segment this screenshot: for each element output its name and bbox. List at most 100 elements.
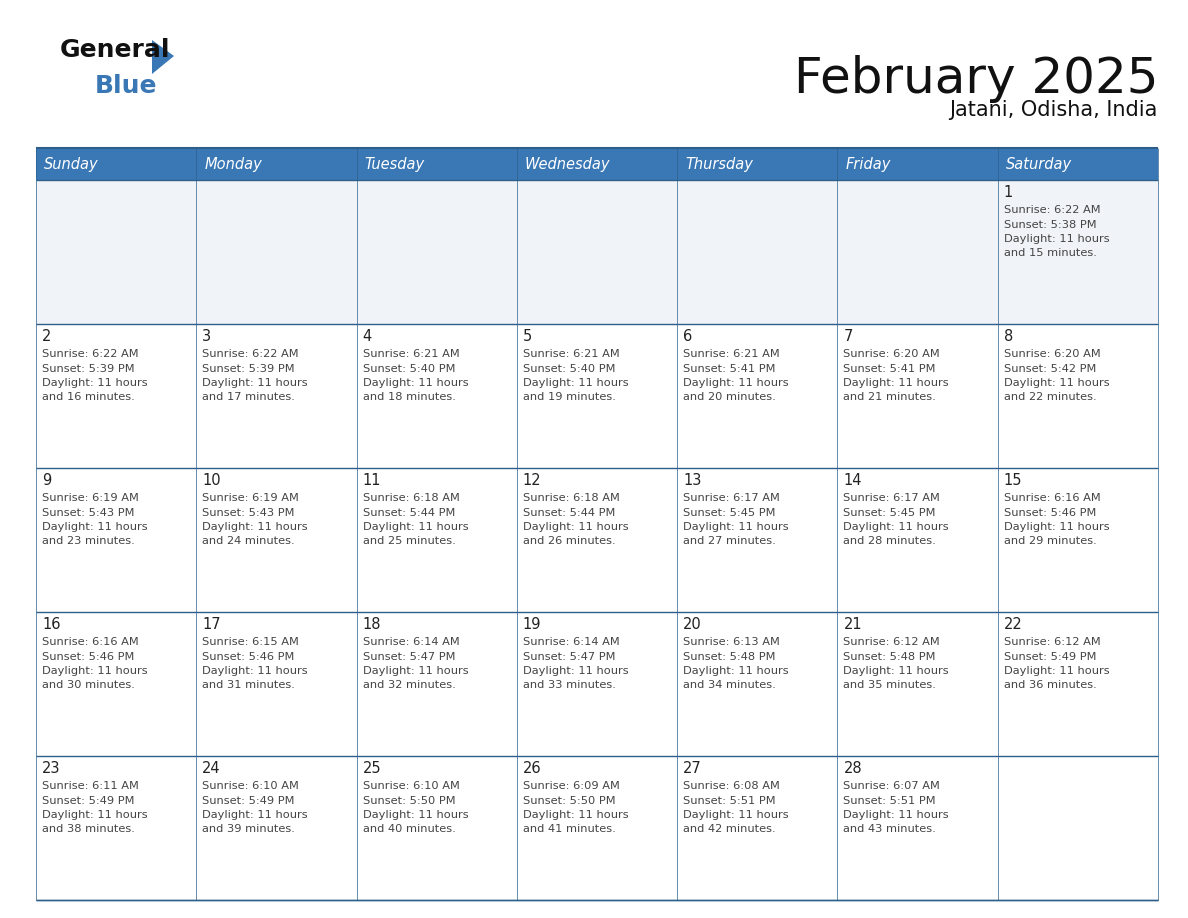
Text: Daylight: 11 hours: Daylight: 11 hours: [843, 522, 949, 532]
Text: 6: 6: [683, 329, 693, 344]
Bar: [196, 612, 356, 756]
Text: 2: 2: [42, 329, 51, 344]
Text: 28: 28: [843, 761, 862, 776]
Text: Sunrise: 6:15 AM: Sunrise: 6:15 AM: [202, 637, 299, 647]
Text: Monday: Monday: [204, 156, 263, 172]
Text: Sunset: 5:47 PM: Sunset: 5:47 PM: [362, 652, 455, 662]
Text: Jatani, Odisha, India: Jatani, Odisha, India: [949, 100, 1158, 120]
Text: 13: 13: [683, 473, 702, 488]
Text: 19: 19: [523, 617, 542, 632]
Polygon shape: [152, 40, 173, 74]
Text: Sunset: 5:46 PM: Sunset: 5:46 PM: [202, 652, 295, 662]
Text: and 43 minutes.: and 43 minutes.: [843, 824, 936, 834]
Text: Sunset: 5:46 PM: Sunset: 5:46 PM: [42, 652, 134, 662]
Text: and 35 minutes.: and 35 minutes.: [843, 680, 936, 690]
Text: and 27 minutes.: and 27 minutes.: [683, 536, 776, 546]
Text: Wednesday: Wednesday: [525, 156, 611, 172]
Text: Sunrise: 6:14 AM: Sunrise: 6:14 AM: [523, 637, 620, 647]
Text: Sunset: 5:49 PM: Sunset: 5:49 PM: [42, 796, 134, 805]
Bar: [517, 324, 677, 468]
Text: Sunset: 5:48 PM: Sunset: 5:48 PM: [683, 652, 776, 662]
Text: Sunrise: 6:21 AM: Sunrise: 6:21 AM: [362, 349, 460, 359]
Text: and 40 minutes.: and 40 minutes.: [362, 824, 455, 834]
Text: Daylight: 11 hours: Daylight: 11 hours: [362, 522, 468, 532]
Text: Sunrise: 6:19 AM: Sunrise: 6:19 AM: [42, 493, 139, 503]
Text: Daylight: 11 hours: Daylight: 11 hours: [523, 522, 628, 532]
Text: and 41 minutes.: and 41 minutes.: [523, 824, 615, 834]
Text: 1: 1: [1004, 185, 1013, 200]
Text: and 28 minutes.: and 28 minutes.: [843, 536, 936, 546]
Text: and 18 minutes.: and 18 minutes.: [362, 393, 455, 402]
Bar: [196, 180, 356, 324]
Text: February 2025: February 2025: [794, 55, 1158, 103]
Text: and 26 minutes.: and 26 minutes.: [523, 536, 615, 546]
Text: Daylight: 11 hours: Daylight: 11 hours: [1004, 522, 1110, 532]
Text: Sunset: 5:38 PM: Sunset: 5:38 PM: [1004, 219, 1097, 230]
Text: Sunset: 5:45 PM: Sunset: 5:45 PM: [683, 508, 776, 518]
Text: 21: 21: [843, 617, 862, 632]
Text: Sunset: 5:42 PM: Sunset: 5:42 PM: [1004, 364, 1097, 374]
Text: 18: 18: [362, 617, 381, 632]
Text: 22: 22: [1004, 617, 1023, 632]
Text: and 15 minutes.: and 15 minutes.: [1004, 249, 1097, 259]
Text: Daylight: 11 hours: Daylight: 11 hours: [843, 378, 949, 388]
Bar: [356, 756, 517, 900]
Text: Daylight: 11 hours: Daylight: 11 hours: [843, 810, 949, 820]
Text: Sunset: 5:43 PM: Sunset: 5:43 PM: [42, 508, 134, 518]
Text: Daylight: 11 hours: Daylight: 11 hours: [42, 810, 147, 820]
Text: 17: 17: [202, 617, 221, 632]
Text: 15: 15: [1004, 473, 1022, 488]
Bar: [356, 468, 517, 612]
Text: Sunset: 5:44 PM: Sunset: 5:44 PM: [362, 508, 455, 518]
Text: 8: 8: [1004, 329, 1013, 344]
Text: 9: 9: [42, 473, 51, 488]
Text: Sunset: 5:40 PM: Sunset: 5:40 PM: [362, 364, 455, 374]
Text: and 33 minutes.: and 33 minutes.: [523, 680, 615, 690]
Text: Daylight: 11 hours: Daylight: 11 hours: [202, 378, 308, 388]
Text: Daylight: 11 hours: Daylight: 11 hours: [683, 522, 789, 532]
Text: Sunrise: 6:18 AM: Sunrise: 6:18 AM: [523, 493, 620, 503]
Text: General: General: [61, 38, 171, 62]
Text: Daylight: 11 hours: Daylight: 11 hours: [683, 378, 789, 388]
Text: and 34 minutes.: and 34 minutes.: [683, 680, 776, 690]
Text: and 23 minutes.: and 23 minutes.: [42, 536, 134, 546]
Text: Friday: Friday: [846, 156, 891, 172]
Bar: [36, 612, 196, 756]
Text: and 19 minutes.: and 19 minutes.: [523, 393, 615, 402]
Bar: [356, 180, 517, 324]
Text: Sunrise: 6:16 AM: Sunrise: 6:16 AM: [42, 637, 139, 647]
Text: Blue: Blue: [95, 74, 158, 98]
Text: and 16 minutes.: and 16 minutes.: [42, 393, 134, 402]
Text: Sunrise: 6:10 AM: Sunrise: 6:10 AM: [362, 781, 460, 791]
Text: Daylight: 11 hours: Daylight: 11 hours: [202, 666, 308, 676]
Text: and 24 minutes.: and 24 minutes.: [202, 536, 295, 546]
Text: 7: 7: [843, 329, 853, 344]
Text: 26: 26: [523, 761, 542, 776]
Text: Sunrise: 6:12 AM: Sunrise: 6:12 AM: [1004, 637, 1100, 647]
Text: Daylight: 11 hours: Daylight: 11 hours: [1004, 234, 1110, 244]
Text: Sunrise: 6:22 AM: Sunrise: 6:22 AM: [1004, 205, 1100, 215]
Text: Sunrise: 6:20 AM: Sunrise: 6:20 AM: [843, 349, 940, 359]
Bar: [196, 468, 356, 612]
Text: Daylight: 11 hours: Daylight: 11 hours: [1004, 378, 1110, 388]
Text: Sunrise: 6:20 AM: Sunrise: 6:20 AM: [1004, 349, 1100, 359]
Text: Sunset: 5:39 PM: Sunset: 5:39 PM: [42, 364, 134, 374]
Text: 12: 12: [523, 473, 542, 488]
Text: Daylight: 11 hours: Daylight: 11 hours: [362, 378, 468, 388]
Bar: [517, 148, 677, 180]
Bar: [677, 756, 838, 900]
Bar: [998, 612, 1158, 756]
Text: 3: 3: [202, 329, 211, 344]
Text: Sunrise: 6:21 AM: Sunrise: 6:21 AM: [683, 349, 779, 359]
Text: Sunset: 5:49 PM: Sunset: 5:49 PM: [202, 796, 295, 805]
Text: and 30 minutes.: and 30 minutes.: [42, 680, 135, 690]
Text: and 36 minutes.: and 36 minutes.: [1004, 680, 1097, 690]
Bar: [36, 468, 196, 612]
Bar: [838, 756, 998, 900]
Text: Sunrise: 6:21 AM: Sunrise: 6:21 AM: [523, 349, 620, 359]
Bar: [196, 148, 356, 180]
Text: 24: 24: [202, 761, 221, 776]
Text: 14: 14: [843, 473, 862, 488]
Text: Daylight: 11 hours: Daylight: 11 hours: [362, 666, 468, 676]
Text: Daylight: 11 hours: Daylight: 11 hours: [683, 666, 789, 676]
